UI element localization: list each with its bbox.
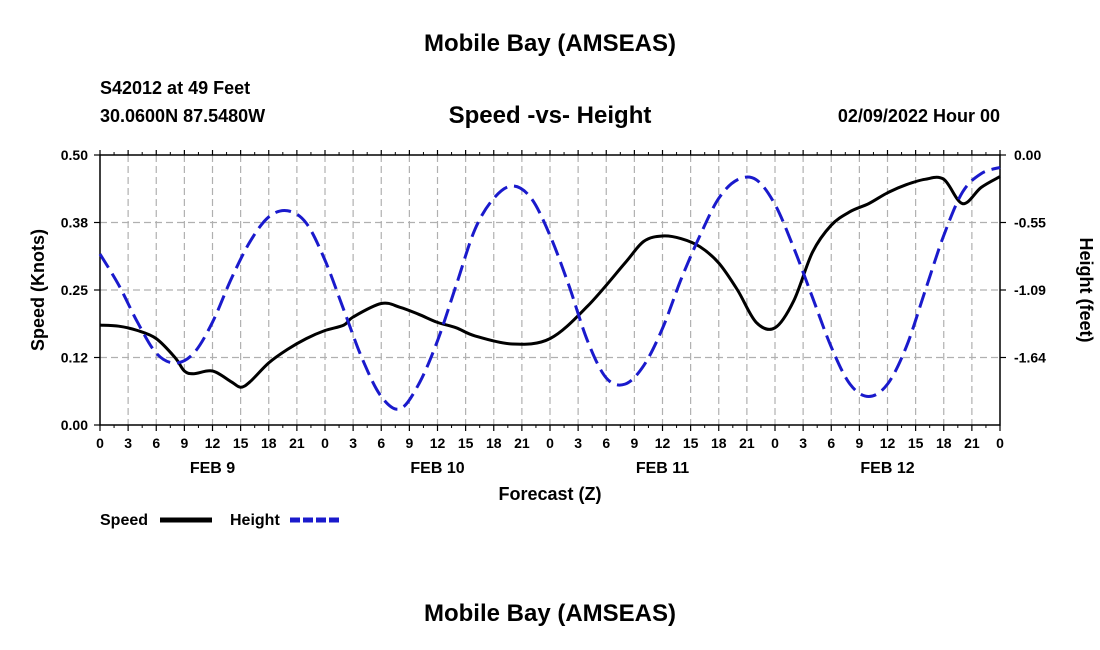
station-label: S42012 at 49 Feet [100, 78, 251, 98]
y-tick-label-right: -1.09 [1014, 282, 1046, 298]
x-tick-label: 15 [908, 435, 924, 451]
y-tick-label-left: 0.00 [61, 417, 88, 433]
y-tick-label-right: -0.55 [1014, 215, 1046, 231]
x-tick-label: 6 [152, 435, 160, 451]
day-label: FEB 12 [860, 460, 914, 477]
x-tick-label: 6 [827, 435, 835, 451]
chart-title: Speed -vs- Height [448, 102, 652, 129]
x-tick-label: 0 [996, 435, 1004, 451]
series [98, 165, 1001, 411]
x-tick-label: 18 [936, 435, 952, 451]
x-tick-label: 3 [574, 435, 582, 451]
legend-label-speed: Speed [100, 512, 148, 529]
x-tick-label: 12 [655, 435, 671, 451]
x-tick-label: 12 [205, 435, 221, 451]
x-tick-label: 18 [261, 435, 277, 451]
forecast-date-label: 02/09/2022 Hour 00 [837, 106, 1000, 126]
main-title: Mobile Bay (AMSEAS) [423, 30, 677, 57]
y-tick-label-right: 0.00 [1014, 147, 1041, 163]
grid [100, 155, 1000, 425]
y-tick-label-left: 0.12 [61, 350, 88, 366]
y-tick-label-right: -1.64 [1014, 350, 1046, 366]
y-axis-title-right: Height (feet) [1076, 238, 1096, 343]
x-tick-label: 18 [486, 435, 502, 451]
y-tick-label-left: 0.50 [61, 147, 88, 163]
x-tick-label: 0 [771, 435, 779, 451]
x-axis-title: Forecast (Z) [498, 484, 601, 504]
coordinates-label: 30.0600N 87.5480W [100, 106, 266, 126]
speed-series-line [99, 175, 1001, 389]
x-tick-label: 3 [799, 435, 807, 451]
x-tick-label: 21 [964, 435, 980, 451]
x-tick-label: 9 [630, 435, 638, 451]
day-label: FEB 11 [636, 460, 689, 477]
x-tick-label: 3 [124, 435, 132, 451]
y-tick-label-left: 0.25 [61, 282, 88, 298]
x-tick-label: 9 [855, 435, 863, 451]
x-tick-label: 21 [514, 435, 530, 451]
x-tick-label: 0 [546, 435, 554, 451]
legend: Speed Height [100, 512, 342, 529]
axis-ticks: 0 3 6 9 12 15 18 21 0 3 6 9 12 15 18 21 0 3 6 9 12 15 18 21 0 3 6 9… [61, 147, 1046, 477]
legend-label-height: Height [230, 512, 280, 529]
x-tick-label: 21 [289, 435, 305, 451]
x-tick-label: 6 [377, 435, 385, 451]
x-tick-label: 21 [739, 435, 755, 451]
x-tick-label: 15 [683, 435, 699, 451]
x-tick-label: 6 [602, 435, 610, 451]
footer-title: Mobile Bay (AMSEAS) [423, 600, 677, 627]
x-tick-label: 18 [711, 435, 727, 451]
y-axis-title-left: Speed (Knots) [28, 229, 48, 351]
x-tick-label: 12 [880, 435, 896, 451]
x-tick-label: 0 [321, 435, 329, 451]
x-tick-label: 15 [458, 435, 474, 451]
x-tick-label: 12 [430, 435, 446, 451]
x-tick-label: 0 [96, 435, 104, 451]
x-tick-label: 3 [349, 435, 357, 451]
x-tick-label: 9 [180, 435, 188, 451]
height-series-line [98, 165, 1001, 411]
x-tick-label: 9 [405, 435, 413, 451]
day-label: FEB 9 [190, 460, 235, 477]
day-label: FEB 10 [410, 460, 464, 477]
x-tick-label: 15 [233, 435, 249, 451]
y-tick-label-left: 0.38 [61, 215, 88, 231]
